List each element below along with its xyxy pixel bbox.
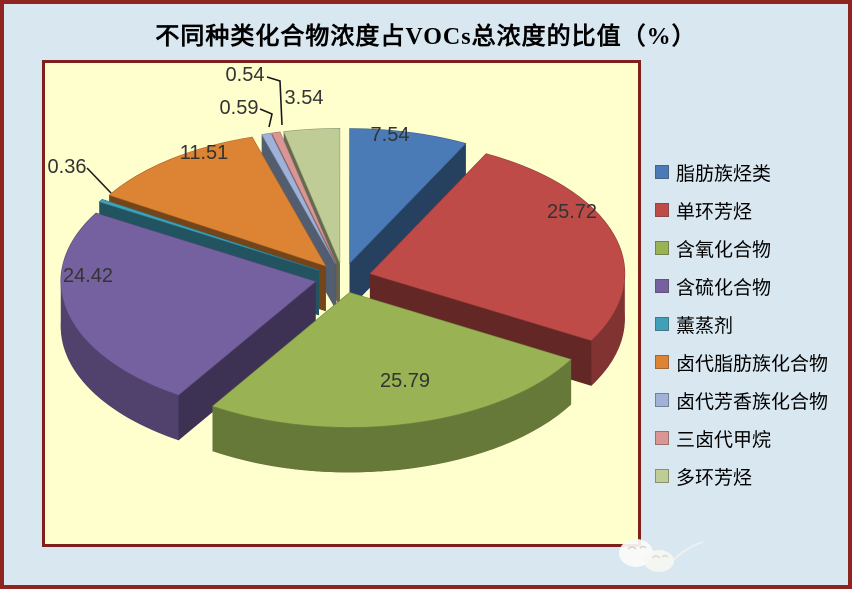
legend-item-7: 三卤代甲烷 <box>655 426 828 451</box>
legend-swatch <box>655 355 669 369</box>
legend-label: 含硫化合物 <box>676 277 772 299</box>
legend-label: 卤代脂肪族化合物 <box>676 353 829 375</box>
legend-label: 含氧化合物 <box>676 239 772 261</box>
legend-item-5: 卤代脂肪族化合物 <box>655 350 829 375</box>
slice-value-label: 24.42 <box>63 265 113 287</box>
legend-item-1: 单环芳烃 <box>655 198 828 223</box>
legend-label: 脂肪族烃类 <box>676 163 772 185</box>
legend-item-3: 含硫化合物 <box>655 274 828 299</box>
legend-item-4: 薰蒸剂 <box>655 312 828 337</box>
slice-value-label: 0.54 <box>226 64 265 86</box>
legend-item-2: 含氧化合物 <box>655 236 828 261</box>
legend-label: 单环芳烃 <box>676 201 753 223</box>
legend-swatch <box>655 393 669 407</box>
legend-swatch <box>655 469 669 483</box>
chart-title: 不同种类化合物浓度占VOCs总浓度的比值（%） <box>155 24 697 50</box>
legend-swatch <box>655 317 669 331</box>
slice-value-label: 11.51 <box>180 142 229 164</box>
legend-label: 多环芳烃 <box>676 467 753 489</box>
legend-item-8: 多环芳烃 <box>655 464 828 489</box>
label-leader-line <box>266 76 283 126</box>
slice-value-label: 0.59 <box>220 97 259 119</box>
legend: 脂肪族烃类单环芳烃含氧化合物含硫化合物薰蒸剂卤代脂肪族化合物 卤代芳香族化合物 三卤… <box>655 160 829 489</box>
legend-swatch <box>655 203 669 217</box>
legend-swatch <box>655 279 669 293</box>
slice-value-label: 3.54 <box>285 87 324 109</box>
slice-value-label: 25.79 <box>380 370 430 392</box>
plot-area: 7.54 25.72 25.79 24.42 0.36 11.51 0.59 0.54 3.54 <box>42 60 641 547</box>
legend-label: 卤代芳香族化合物 <box>676 391 829 413</box>
legend-item-6: 卤代芳香族化合物 <box>655 388 829 413</box>
label-leader-line <box>86 167 112 194</box>
legend-label: 薰蒸剂 <box>676 315 734 337</box>
pie-slice-3 <box>60 212 317 441</box>
slice-value-label: 0.36 <box>48 156 87 178</box>
legend-swatch <box>655 165 669 179</box>
pie-slice-2 <box>211 292 572 473</box>
pie-chart: 7.54 25.72 25.79 24.42 0.36 11.51 0.59 0.54 3.54 <box>48 64 626 473</box>
legend-swatch <box>655 241 669 255</box>
slice-value-label: 7.54 <box>371 124 410 146</box>
legend-label: 三卤代甲烷 <box>676 429 772 451</box>
label-leader-line <box>259 108 273 128</box>
legend-swatch <box>655 431 669 445</box>
watermark-icon <box>619 539 704 572</box>
legend-item-0: 脂肪族烃类 <box>655 160 828 185</box>
slice-value-label: 25.72 <box>547 201 597 223</box>
